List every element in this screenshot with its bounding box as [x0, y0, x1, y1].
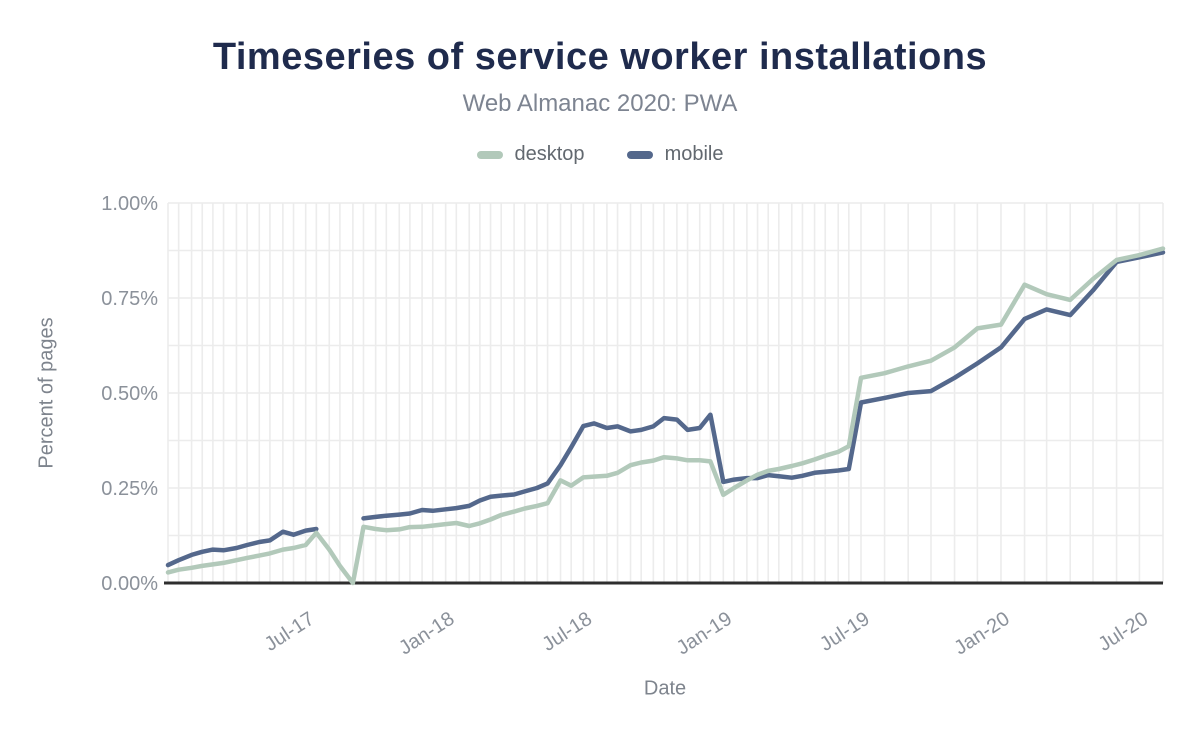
y-tick-label: 0.50% [101, 383, 158, 405]
chart-subtitle: Web Almanac 2020: PWA [462, 90, 738, 117]
y-tick-label: 0.75% [101, 288, 158, 310]
y-tick-label: 0.25% [101, 478, 158, 500]
chart-title: Timeseries of service worker installatio… [212, 36, 988, 78]
legend-label-mobile: mobile [664, 143, 724, 165]
x-tick-label: Jan-18 [395, 608, 458, 660]
mobile-line[interactable] [165, 250, 1166, 568]
legend-item-mobile: mobile [626, 143, 724, 166]
x-tick-label: Jul-17 [261, 608, 319, 656]
x-tick-label: Jul-18 [538, 608, 596, 656]
y-tick-label: 1.00% [101, 193, 158, 215]
x-axis-title: Date [643, 677, 687, 700]
x-tick-label: Jul-19 [816, 608, 874, 656]
x-tick-label: Jan-19 [673, 608, 736, 660]
chart-legend: desktop mobile [0, 143, 1200, 166]
mobile-swatch-icon [626, 150, 653, 159]
x-tick-label: Jul-20 [1094, 608, 1152, 656]
legend-label-desktop: desktop [514, 143, 585, 165]
legend-item-desktop: desktop [476, 143, 585, 166]
desktop-line[interactable] [165, 246, 1166, 586]
y-axis-title: Percent of pages [35, 317, 58, 469]
x-tick-label: Jan-20 [950, 608, 1013, 660]
desktop-swatch-icon [476, 150, 503, 159]
y-tick-label: 0.00% [101, 573, 158, 595]
